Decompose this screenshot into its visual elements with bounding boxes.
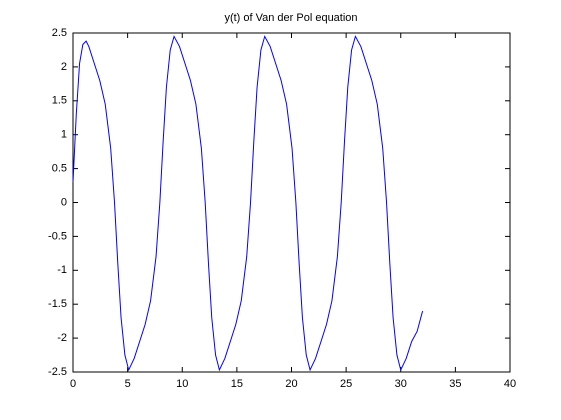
x-tick-label: 20 [285,378,297,390]
y-tick-label: 0 [61,196,67,208]
y-tick-label: 2 [61,61,67,73]
y-tick-label: -2 [57,332,67,344]
x-tick-label: 25 [340,378,352,390]
x-tick-label: 5 [125,378,131,390]
x-tick-label: 10 [176,378,188,390]
line-series [72,35,424,372]
y-tick-label: 0.5 [52,163,67,175]
x-tick-label: 35 [449,378,461,390]
x-tick-label: 30 [395,378,407,390]
y-tick-label: 2.5 [52,27,67,39]
y-tick-label: 1.5 [52,95,67,107]
y-tick-label: -0.5 [48,230,67,242]
x-tick-label: 0 [70,378,76,390]
y-tick-label: 1 [61,129,67,141]
x-tick-label: 15 [231,378,243,390]
y-tick-label: -2.5 [48,366,67,378]
y-tick-label: -1.5 [48,298,67,310]
x-tick-label: 40 [504,378,516,390]
axes-box [72,32,511,373]
y-tick-label: -1 [57,264,67,276]
chart-title: y(t) of Van der Pol equation [224,12,357,24]
